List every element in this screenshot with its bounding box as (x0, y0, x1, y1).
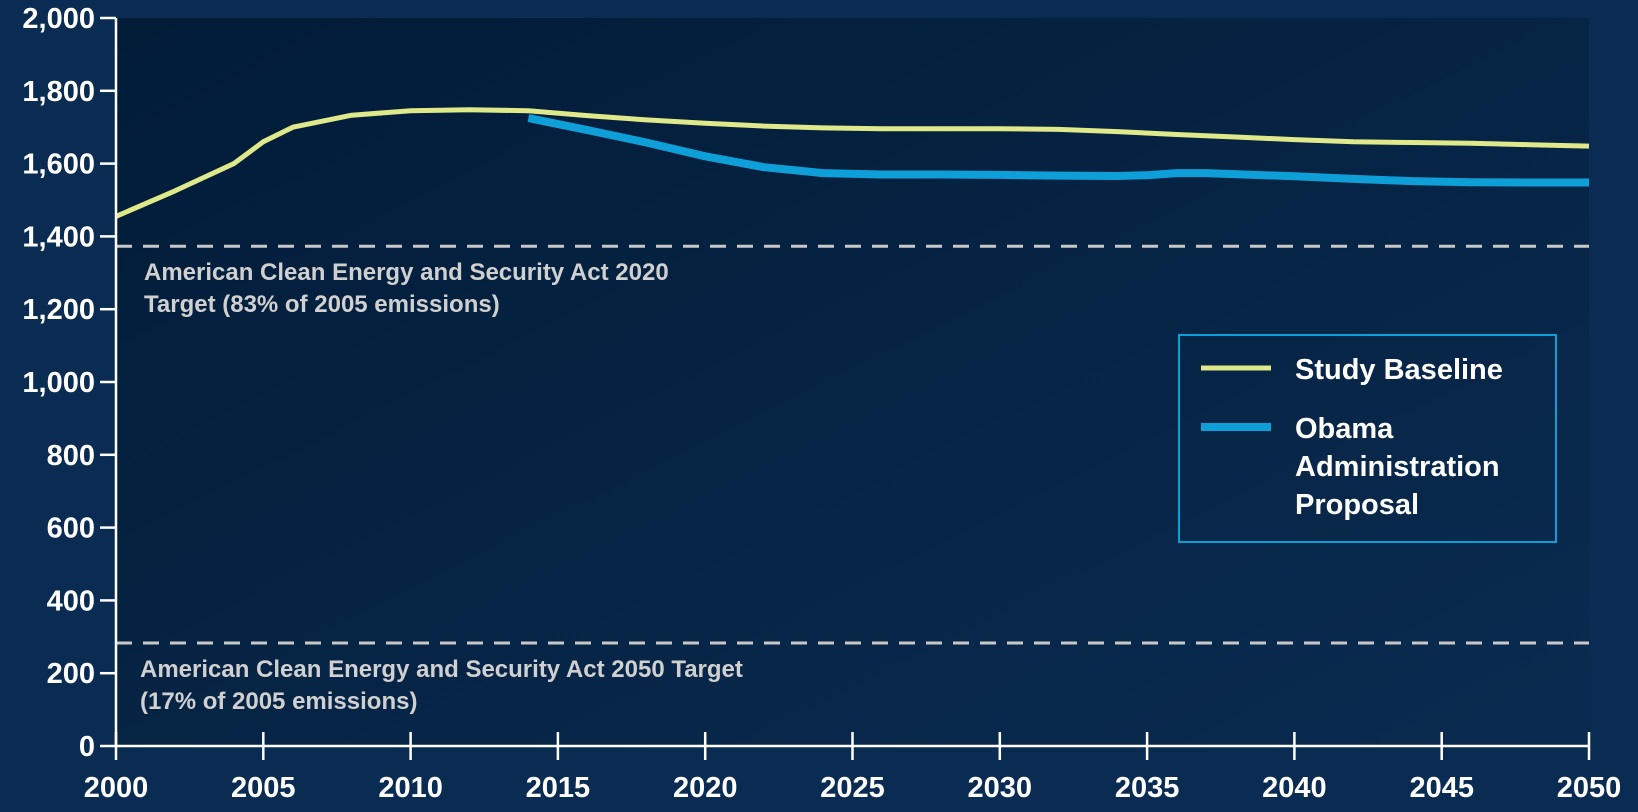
reference-label-2-line-1: American Clean Energy and Security Act 2… (140, 656, 743, 683)
x-tick-label: 2020 (673, 772, 738, 804)
y-tick-label: 0 (79, 731, 95, 763)
y-tick-label: 1,600 (22, 149, 95, 181)
series-lines (115, 107, 1590, 219)
x-tick-label: 2035 (1115, 772, 1180, 804)
x-tick-label: 2000 (84, 772, 149, 804)
reference-lines: American Clean Energy and Security Act 2… (116, 244, 1589, 715)
x-tick-label: 2010 (378, 772, 443, 804)
legend-label-2-line-3: Proposal (1295, 489, 1419, 521)
series-line-1 (115, 107, 1590, 219)
x-tick-label: 2050 (1557, 772, 1622, 804)
legend-box (1178, 334, 1557, 543)
legend-label-2-line-2: Administration (1295, 451, 1500, 483)
legend-label-1-line-1: Study Baseline (1295, 354, 1503, 386)
y-tick-label: 600 (47, 513, 95, 545)
axes: 0 200 400 600 800 1,000 1,200 1,400 1,600 1,800 2,… (22, 3, 1621, 804)
x-tick-label: 2005 (231, 772, 296, 804)
reference-label-1-line-2: Target (83% of 2005 emissions) (144, 291, 500, 318)
y-tick-label: 400 (47, 585, 95, 617)
legend-label-2-line-1: Obama (1295, 413, 1394, 445)
reference-label-1-line-1: American Clean Energy and Security Act 2… (144, 259, 669, 286)
reference-label-2-line-2: (17% of 2005 emissions) (140, 688, 417, 715)
y-tick-label: 1,200 (22, 294, 95, 326)
y-tick-label: 1,000 (22, 367, 95, 399)
x-tick-label: 2015 (526, 772, 591, 804)
x-tick-label: 2040 (1262, 772, 1327, 804)
x-tick-label: 2025 (820, 772, 885, 804)
series-line-2 (527, 114, 1589, 187)
x-tick-label: 2045 (1409, 772, 1474, 804)
legend: Study Baseline Obama Administration Proposa… (1178, 334, 1557, 543)
y-tick-label: 2,000 (22, 3, 95, 35)
y-tick-label: 1,800 (22, 76, 95, 108)
y-tick-label: 800 (47, 440, 95, 472)
x-tick-label: 2030 (968, 772, 1033, 804)
y-tick-label: 1,400 (22, 221, 95, 253)
y-tick-label: 200 (47, 658, 95, 690)
